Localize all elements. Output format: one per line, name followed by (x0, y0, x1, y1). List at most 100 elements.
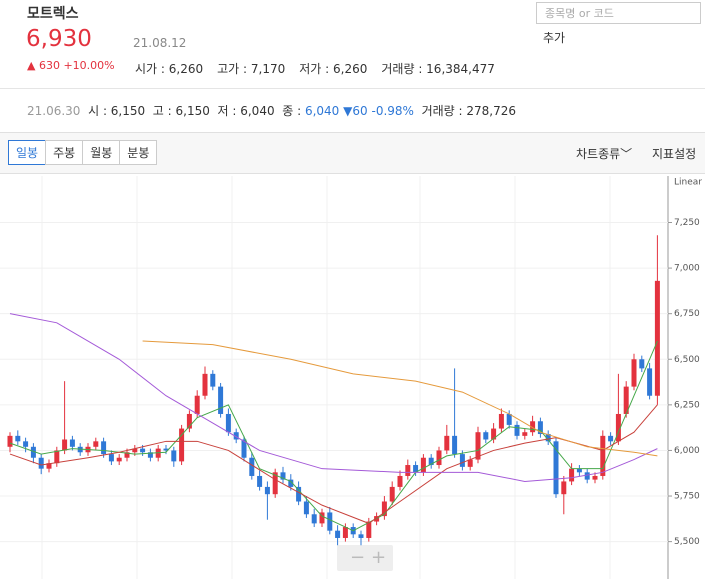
candle-body (459, 454, 465, 467)
label: 차트종류 (576, 147, 621, 161)
candle-body (475, 432, 481, 460)
y-tick-label: 5,500 (674, 537, 700, 547)
candle-body (530, 421, 536, 433)
stat-label: 저가 (299, 62, 322, 76)
label: 저 (217, 104, 229, 118)
candle-body (54, 450, 60, 464)
candle-body (397, 475, 403, 487)
label: 거래량 (421, 104, 455, 118)
hover-date: 21.06.30 (27, 104, 81, 118)
candle-body (108, 454, 114, 462)
candle-body (647, 368, 653, 396)
candle-body (288, 479, 294, 487)
hover-change: ▼60 -0.98% (343, 104, 414, 118)
candle-body (296, 486, 302, 502)
change: ▲ 630 +10.00% (27, 59, 115, 72)
stat-label: 시가 (135, 62, 158, 76)
y-tick-label: 6,250 (674, 400, 700, 410)
y-tick-label: 5,750 (674, 492, 700, 502)
candle-body (428, 457, 434, 466)
candle-body (522, 432, 528, 436)
stat-value: 6,260 (333, 62, 368, 76)
candle-body (436, 450, 442, 466)
candle-body (233, 432, 239, 440)
y-tick-label: 7,250 (674, 218, 700, 228)
candle-body (498, 413, 504, 429)
candle-body (623, 386, 629, 414)
candle-body (600, 435, 606, 476)
candle-body (381, 501, 387, 517)
candle-body (38, 457, 44, 469)
zoom-out[interactable]: − (350, 547, 365, 568)
candle-body (194, 395, 200, 414)
change-pct: +10.00% (63, 59, 115, 72)
stock-name: 모트렉스 (27, 6, 79, 22)
value: 6,040 (240, 104, 275, 118)
stat: 고가 : 7,170 (217, 62, 286, 76)
search-input[interactable]: 종목명 or 코드 (536, 2, 701, 24)
candle-body (639, 359, 645, 369)
change-value: 630 (38, 59, 60, 72)
candle-body (69, 439, 75, 447)
divider (0, 88, 705, 89)
candle-body (132, 448, 138, 453)
candle-body (116, 457, 122, 462)
add-button[interactable]: 추가 (543, 31, 566, 45)
candle-body (561, 481, 567, 495)
candle-body (163, 448, 169, 451)
candle-body (615, 413, 621, 442)
stats: 시가 : 6,260 고가 : 7,170 저가 : 6,260 거래량 : 16,3… (135, 60, 509, 77)
candle-body (654, 280, 660, 396)
candle-body (483, 432, 489, 440)
candle-body (631, 359, 637, 387)
chart-type-button[interactable]: 차트종류﹀ (576, 147, 633, 161)
tab[interactable]: 분봉 (119, 140, 158, 165)
candle-body (210, 373, 216, 387)
candle-body (514, 424, 520, 436)
tab[interactable]: 일봉 (8, 140, 47, 165)
candle-body (179, 428, 185, 462)
candle-body (389, 486, 395, 502)
stat-value: 6,260 (168, 62, 204, 76)
candle-body (30, 446, 36, 458)
zoom-in[interactable]: + (371, 547, 386, 568)
candle-body (319, 512, 325, 524)
value: 278,726 (466, 104, 516, 118)
value: 6,150 (175, 104, 210, 118)
candle-body (202, 373, 208, 396)
candle-body (358, 534, 364, 538)
candle-body (257, 475, 263, 487)
moving-average (142, 340, 658, 457)
candle-body (537, 421, 543, 435)
candle-body (452, 435, 458, 455)
candle-body (467, 459, 473, 467)
candle-body (366, 521, 372, 538)
value: 60 (352, 104, 368, 118)
candle-body (335, 530, 341, 538)
candle-body (124, 452, 130, 458)
candle-body (62, 439, 68, 451)
y-tick-label: 6,500 (674, 355, 700, 365)
stat: 저가 : 6,260 (299, 62, 368, 76)
candle-body (592, 475, 598, 480)
y-tick-label: 6,750 (674, 309, 700, 319)
zoom-control (337, 545, 393, 571)
candle-body (545, 434, 551, 442)
candle-body (405, 465, 411, 476)
label: 고 (152, 104, 164, 118)
label: 종 (282, 104, 294, 118)
value: 6,040 (304, 104, 340, 118)
candle-body (7, 435, 13, 447)
candle-body (342, 527, 348, 538)
value: 6,150 (110, 104, 146, 118)
y-tick-label: 6,000 (674, 446, 700, 456)
candle-body (23, 441, 29, 447)
candle-body (280, 472, 286, 480)
tab[interactable]: 월봉 (82, 140, 121, 165)
indicator-button[interactable]: 지표설정 (652, 147, 697, 161)
moving-average (9, 313, 658, 482)
candle-body (46, 463, 52, 469)
scale-label: Linear (674, 178, 702, 188)
